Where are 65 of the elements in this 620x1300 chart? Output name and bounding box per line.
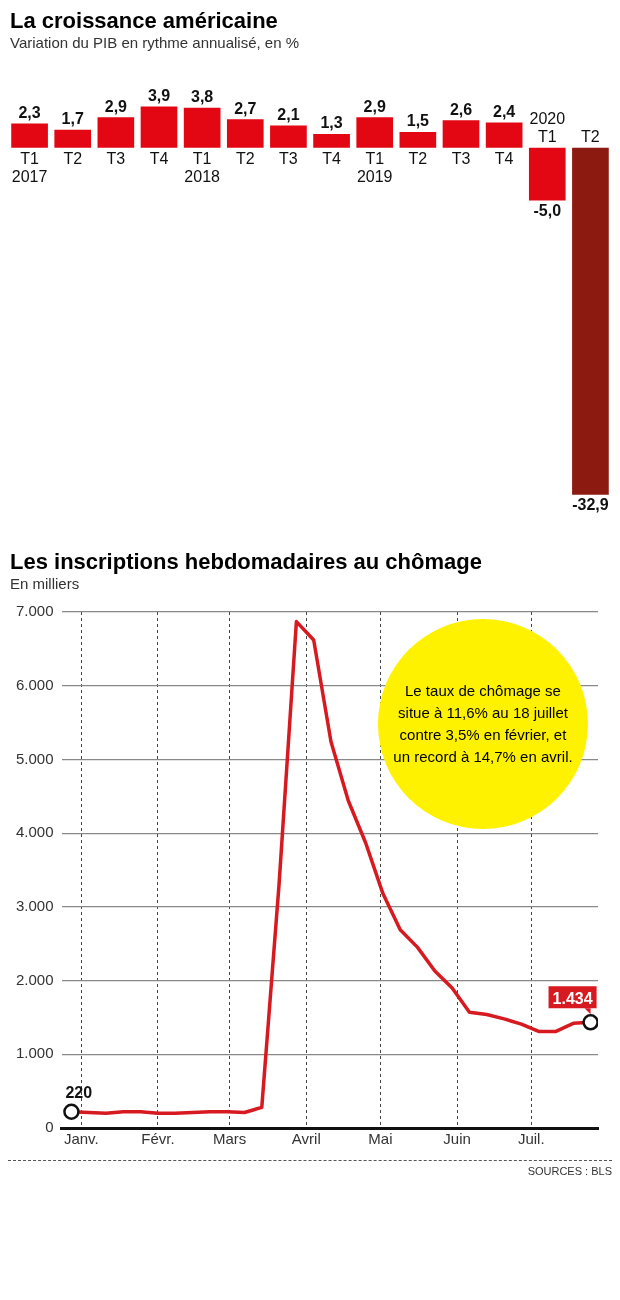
x-tick-label: Juil. bbox=[517, 1130, 545, 1148]
source-note: SOURCES : BLS bbox=[8, 1160, 612, 1177]
x-tick-label: T1 2017 bbox=[11, 150, 48, 186]
data-label: 2,9 bbox=[363, 97, 386, 115]
bar bbox=[183, 107, 221, 148]
x-tick-label: Mai bbox=[368, 1130, 393, 1148]
data-label: 3,9 bbox=[147, 87, 171, 105]
x-tick-label: T2 bbox=[235, 150, 255, 168]
x-tick-label: 2020 T1 bbox=[529, 110, 566, 146]
bar bbox=[226, 119, 264, 148]
x-tick-label: Févr. bbox=[141, 1130, 175, 1148]
x-tick-label: Avril bbox=[291, 1130, 321, 1148]
x-tick-label: T2 bbox=[408, 150, 428, 168]
chart-title: Les inscriptions hebdomadaires au chômage bbox=[10, 549, 483, 575]
bar bbox=[11, 123, 48, 148]
x-tick-label: T3 bbox=[451, 150, 471, 168]
x-tick-label: T3 bbox=[279, 150, 298, 168]
data-label: 1,7 bbox=[61, 110, 84, 128]
x-tick-label: Mars bbox=[212, 1130, 247, 1148]
bar bbox=[270, 125, 307, 148]
data-label: 220 bbox=[65, 1084, 93, 1102]
data-label: 2,4 bbox=[493, 102, 516, 120]
data-label: 1,5 bbox=[406, 112, 430, 130]
bar bbox=[399, 131, 437, 148]
data-label: -5,0 bbox=[533, 201, 562, 219]
bar bbox=[572, 147, 609, 495]
bar bbox=[442, 120, 480, 148]
x-tick-label: T1 2019 bbox=[356, 150, 393, 186]
bar bbox=[528, 147, 566, 201]
bar bbox=[356, 117, 394, 148]
chart-title: La croissance américaine bbox=[10, 8, 279, 34]
x-tick-label: T4 bbox=[494, 150, 514, 168]
bar bbox=[54, 129, 92, 148]
x-tick-label: T2 bbox=[63, 150, 83, 168]
y-tick-label: 4.000 bbox=[15, 823, 54, 841]
y-tick-label: 0 bbox=[45, 1118, 54, 1136]
data-label: 2,9 bbox=[104, 97, 128, 115]
data-label: 2,1 bbox=[277, 106, 300, 123]
x-tick-label: T3 bbox=[106, 150, 126, 168]
y-tick-label: 6.000 bbox=[15, 675, 54, 693]
x-tick-label: T4 bbox=[149, 150, 169, 168]
annotation: Le taux de chômage se situe à 11,6% au 18 juillet contre 3,5% en février, et un record à 14,7% en avril. bbox=[392, 681, 574, 767]
data-label: 1.434 bbox=[552, 989, 593, 1007]
data-label: 2,6 bbox=[449, 100, 473, 118]
y-tick-label: 1.000 bbox=[15, 1044, 54, 1062]
x-tick-label: T4 bbox=[322, 150, 342, 168]
y-tick-label: 5.000 bbox=[15, 749, 54, 767]
data-label: -32,9 bbox=[572, 496, 609, 514]
bar bbox=[485, 122, 523, 148]
y-tick-label: 3.000 bbox=[15, 897, 54, 914]
bar bbox=[97, 117, 135, 148]
chart-subtitle: En milliers bbox=[10, 575, 81, 592]
chart-subtitle: Variation du PIB en rythme annualisé, en % bbox=[10, 34, 301, 51]
data-label: 2,7 bbox=[234, 99, 257, 117]
bar bbox=[313, 134, 350, 148]
x-tick-label: Juin bbox=[443, 1130, 471, 1148]
y-tick-label: 2.000 bbox=[15, 970, 54, 988]
x-tick-label: T2 bbox=[581, 128, 600, 146]
data-label: 3,8 bbox=[191, 88, 214, 106]
x-tick-label: T1 2018 bbox=[184, 150, 221, 186]
bar bbox=[140, 106, 178, 148]
y-tick-label: 7.000 bbox=[15, 602, 54, 620]
x-tick-label: Janv. bbox=[63, 1130, 99, 1148]
data-label: 2,3 bbox=[18, 103, 41, 121]
data-label: 1,3 bbox=[320, 114, 343, 132]
